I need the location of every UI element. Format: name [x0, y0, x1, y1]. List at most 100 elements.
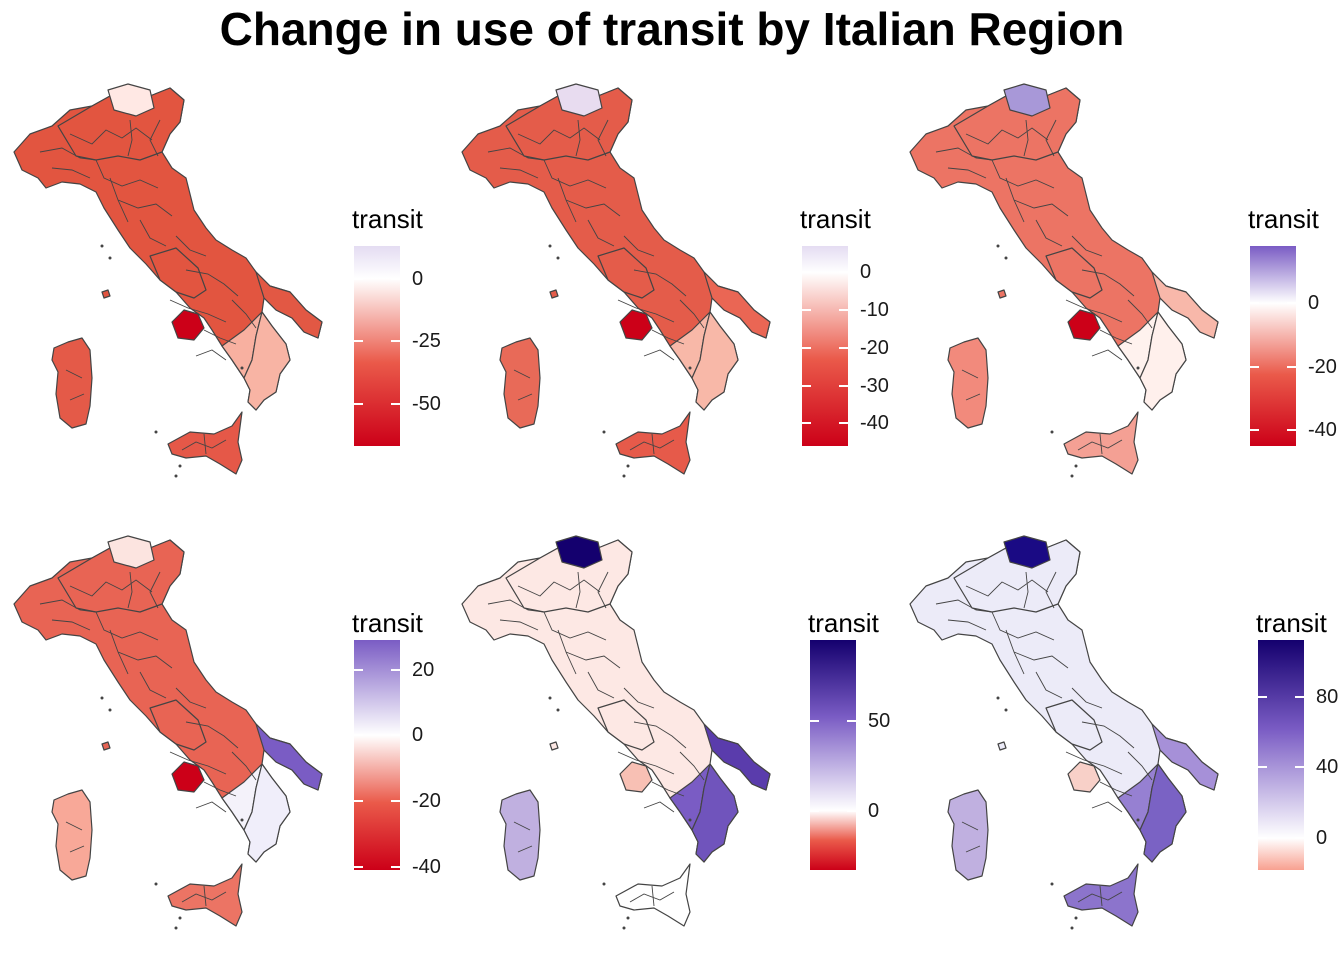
- region-border: [935, 599, 993, 613]
- region-border: [633, 269, 687, 297]
- small-island: [1074, 916, 1078, 920]
- region-border: [499, 167, 539, 179]
- region-border: [565, 199, 621, 217]
- small-island: [174, 474, 178, 478]
- region-lazio: [619, 761, 653, 793]
- region-border: [195, 801, 227, 813]
- region-border: [947, 167, 987, 179]
- legend-tick: [839, 346, 848, 349]
- region-island: [549, 741, 559, 751]
- region-lazio: [1067, 309, 1101, 341]
- region-border: [181, 891, 227, 903]
- legend-tick: [391, 402, 400, 405]
- legend-tick: [391, 668, 400, 671]
- legend-colorbar: [1258, 640, 1304, 870]
- region-center: [149, 699, 207, 751]
- legend-tick-label: 50: [868, 709, 891, 732]
- small-island: [100, 244, 104, 248]
- legend-tick: [1250, 302, 1259, 305]
- region-border: [1127, 751, 1153, 781]
- region-calabria: [243, 311, 291, 411]
- region-border: [95, 159, 159, 189]
- region-calabria: [1139, 311, 1187, 411]
- small-island: [1136, 366, 1140, 370]
- legend-tick: [802, 309, 811, 312]
- italy-map-2: [461, 83, 771, 478]
- legend-tick: [839, 309, 848, 312]
- region-border: [487, 599, 545, 613]
- legend-tick-label: -20: [860, 336, 889, 359]
- legend-title: transit: [352, 608, 423, 638]
- small-island: [626, 916, 630, 920]
- region-border: [499, 619, 539, 631]
- region-border: [231, 299, 257, 329]
- region-border: [1071, 687, 1103, 709]
- legend-colorbar: [354, 246, 400, 446]
- region-border: [203, 885, 207, 907]
- small-island: [1050, 430, 1054, 434]
- region-north-alpine: [107, 535, 155, 569]
- legend-tick: [839, 384, 848, 387]
- legend-tick: [354, 402, 363, 405]
- legend-tick-label: -20: [1308, 355, 1337, 378]
- region-border: [651, 781, 685, 797]
- region-border: [617, 751, 675, 775]
- region-border: [487, 147, 545, 161]
- region-border: [109, 629, 129, 675]
- region-border: [557, 177, 577, 223]
- region-north-alpine: [555, 83, 603, 117]
- small-island: [108, 708, 112, 712]
- region-border: [965, 845, 981, 853]
- region-border: [1065, 751, 1123, 775]
- legend-tick: [1295, 766, 1304, 769]
- legend-tick-label: -40: [860, 412, 889, 435]
- region-border: [1005, 629, 1025, 675]
- small-island: [548, 696, 552, 700]
- small-island: [996, 244, 1000, 248]
- small-island: [1004, 256, 1008, 260]
- small-island: [1050, 882, 1054, 886]
- legend-tick-label: 0: [1316, 827, 1328, 850]
- region-island: [101, 289, 111, 299]
- region-border: [965, 579, 1049, 597]
- region-border: [991, 159, 1055, 189]
- small-island: [1004, 708, 1008, 712]
- region-calabria: [691, 763, 739, 863]
- legend-tick: [1295, 695, 1304, 698]
- region-border: [175, 235, 207, 257]
- small-island: [240, 818, 244, 822]
- region-border: [517, 393, 533, 401]
- small-island: [178, 916, 182, 920]
- region-sardinia: [499, 789, 541, 881]
- region-island: [997, 289, 1007, 299]
- legend-tick: [1287, 302, 1296, 305]
- region-border: [1091, 349, 1123, 361]
- region-border: [651, 433, 655, 455]
- legend-colorbar: [354, 640, 400, 870]
- legend-tick: [354, 340, 363, 342]
- region-north-alpine: [107, 83, 155, 117]
- legend-tick: [391, 865, 400, 868]
- legend-tick: [1250, 429, 1259, 432]
- legend-tick: [354, 865, 363, 868]
- italy-map-4: [13, 535, 323, 930]
- legend-tick: [391, 277, 400, 280]
- region-border: [643, 349, 675, 361]
- legend-title: transit: [352, 204, 423, 234]
- legend-tick: [802, 422, 811, 425]
- map-panel-1: transit 0 -25 -50: [0, 60, 448, 510]
- region-border: [69, 393, 85, 401]
- region-border: [947, 619, 987, 631]
- region-border: [1013, 199, 1069, 217]
- region-sardinia: [947, 337, 989, 429]
- region-border: [1127, 299, 1153, 329]
- region-border: [1099, 433, 1103, 455]
- region-border: [679, 751, 705, 781]
- region-border: [195, 349, 227, 361]
- region-border: [991, 611, 1055, 641]
- legend-tick: [1250, 365, 1259, 368]
- legend-title: transit: [1256, 608, 1327, 638]
- region-border: [127, 119, 133, 157]
- legend-tick: [354, 277, 363, 280]
- legend-tick-label: 0: [860, 261, 872, 284]
